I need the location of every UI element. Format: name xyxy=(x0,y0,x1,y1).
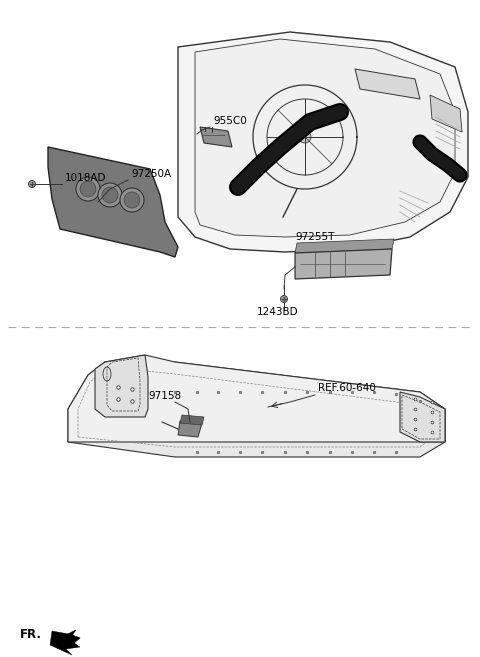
Circle shape xyxy=(299,131,311,143)
Circle shape xyxy=(80,181,96,197)
Circle shape xyxy=(98,183,122,207)
Polygon shape xyxy=(68,362,445,457)
Polygon shape xyxy=(48,147,178,257)
Circle shape xyxy=(102,187,118,203)
Polygon shape xyxy=(180,415,204,425)
Circle shape xyxy=(28,181,36,187)
Text: 97158: 97158 xyxy=(148,391,181,401)
Text: 97255T: 97255T xyxy=(295,232,335,242)
Polygon shape xyxy=(435,112,462,157)
Polygon shape xyxy=(295,239,394,253)
Circle shape xyxy=(120,188,144,212)
Polygon shape xyxy=(68,355,445,442)
Text: FR.: FR. xyxy=(20,628,42,641)
Polygon shape xyxy=(355,69,420,99)
Circle shape xyxy=(124,192,140,208)
Polygon shape xyxy=(50,631,80,655)
Circle shape xyxy=(280,296,288,302)
Text: 97250A: 97250A xyxy=(131,169,171,179)
Polygon shape xyxy=(95,355,148,417)
Polygon shape xyxy=(195,39,455,237)
Text: 955C0: 955C0 xyxy=(213,116,247,126)
Text: 1243BD: 1243BD xyxy=(257,307,299,317)
Polygon shape xyxy=(295,249,392,279)
Text: 1018AD: 1018AD xyxy=(65,173,107,183)
Text: REF.60-640: REF.60-640 xyxy=(318,383,376,393)
Polygon shape xyxy=(178,421,202,437)
Polygon shape xyxy=(400,392,445,442)
Polygon shape xyxy=(62,630,80,646)
Polygon shape xyxy=(200,127,232,147)
Polygon shape xyxy=(430,95,462,132)
Polygon shape xyxy=(178,32,468,252)
Circle shape xyxy=(76,177,100,201)
